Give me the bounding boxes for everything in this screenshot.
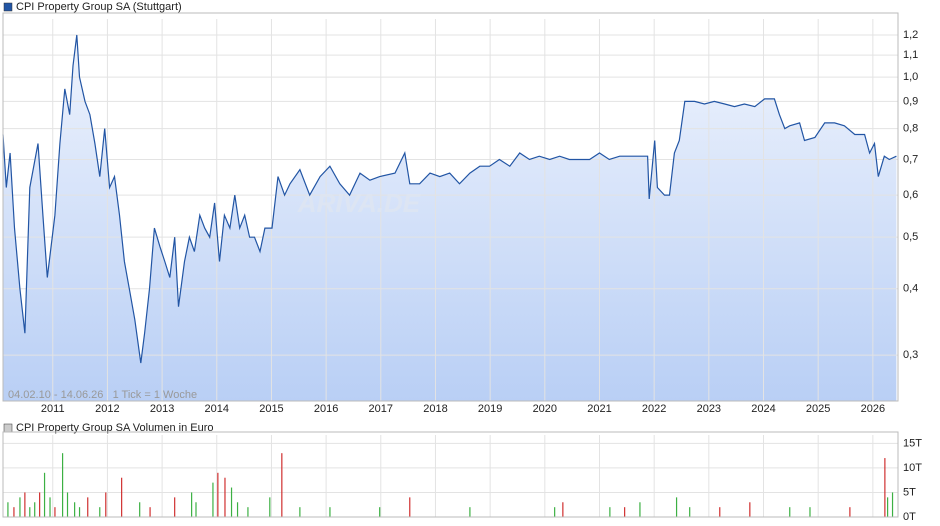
volume-bar bbox=[269, 497, 271, 517]
x-tick-label: 2015 bbox=[259, 403, 283, 415]
volume-bar bbox=[105, 492, 107, 517]
volume-bar bbox=[43, 472, 46, 517]
volume-bar bbox=[87, 497, 89, 517]
volume-bar bbox=[887, 497, 889, 517]
volume-bar bbox=[39, 492, 41, 517]
y-tick-label: 10T bbox=[903, 462, 922, 474]
y-tick-label: 0,9 bbox=[903, 95, 918, 107]
legend-swatch bbox=[3, 2, 13, 12]
volume-bar bbox=[121, 477, 123, 517]
volume-bar bbox=[54, 507, 56, 517]
y-tick-label: 1,0 bbox=[903, 71, 918, 83]
volume-bar bbox=[236, 502, 239, 517]
x-tick-label: 2019 bbox=[478, 403, 502, 415]
volume-bar bbox=[849, 507, 851, 517]
watermark: ARIVA.DE bbox=[297, 188, 421, 218]
volume-bar bbox=[224, 477, 226, 517]
volume-bar bbox=[689, 507, 691, 517]
volume-bar bbox=[891, 492, 894, 517]
volume-bar bbox=[61, 453, 64, 517]
volume-bar bbox=[66, 492, 69, 517]
volume-bar bbox=[217, 472, 219, 517]
x-tick-label: 2025 bbox=[806, 403, 830, 415]
y-tick-label: 5T bbox=[903, 486, 916, 498]
x-tick-label: 2026 bbox=[861, 403, 885, 415]
volume-bar bbox=[191, 492, 193, 517]
x-tick-label: 2023 bbox=[697, 403, 721, 415]
volume-bar bbox=[247, 507, 249, 517]
x-tick-label: 2016 bbox=[314, 403, 338, 415]
y-tick-label: 0,8 bbox=[903, 123, 918, 135]
y-tick-label: 0,7 bbox=[903, 153, 918, 165]
volume-bar bbox=[174, 497, 176, 517]
volume-bar bbox=[34, 502, 36, 517]
price-panel: 0,3 0,4 0,5 0,6 0,7 0,8 0,9 1,0 1,1 1,2 2011 2012 20… bbox=[2, 12, 918, 415]
volume-bar bbox=[675, 497, 678, 517]
y-tick-label: 15T bbox=[903, 437, 922, 449]
volume-bar bbox=[74, 502, 76, 517]
x-tick-label: 2014 bbox=[205, 403, 229, 415]
volume-bar bbox=[99, 507, 101, 517]
volume-bar bbox=[24, 492, 26, 517]
y-tick-label: 1,2 bbox=[903, 29, 918, 41]
legend-swatch bbox=[3, 423, 13, 433]
range-note: 04.02.10 - 14.06.26 1 Tick = 1 Woche bbox=[8, 389, 197, 401]
volume-bar bbox=[639, 502, 641, 517]
x-tick-label: 2017 bbox=[369, 403, 393, 415]
y-tick-label: 0,4 bbox=[903, 283, 918, 295]
chart-title: CPI Property Group SA (Stuttgart) bbox=[16, 1, 182, 13]
volume-bar bbox=[409, 497, 411, 517]
x-tick-label: 2022 bbox=[642, 403, 666, 415]
volume-bar bbox=[624, 507, 626, 517]
volume-bar bbox=[469, 507, 471, 517]
volume-bar bbox=[29, 507, 31, 517]
volume-bar bbox=[195, 502, 197, 517]
volume-bar bbox=[149, 507, 151, 517]
volume-bar bbox=[562, 502, 564, 517]
x-tick-label: 2018 bbox=[423, 403, 447, 415]
volume-bar bbox=[554, 507, 556, 517]
price-line bbox=[2, 34, 897, 364]
volume-bar bbox=[809, 507, 811, 517]
volume-bar bbox=[609, 507, 611, 517]
plot-frame bbox=[2, 431, 899, 518]
volume-bar bbox=[789, 507, 791, 517]
volume-bar bbox=[230, 487, 233, 517]
y-tick-label: 0,6 bbox=[903, 189, 918, 201]
x-tick-label: 2012 bbox=[95, 403, 119, 415]
plot-frame bbox=[2, 12, 899, 402]
volume-bar bbox=[299, 507, 301, 517]
volume-bar bbox=[7, 502, 9, 517]
x-tick-label: 2024 bbox=[751, 403, 775, 415]
volume-panel: 0T 5T 10T 15T bbox=[2, 431, 922, 523]
x-tick-label: 2021 bbox=[587, 403, 611, 415]
y-tick-label: 1,1 bbox=[903, 49, 918, 61]
x-tick-label: 2013 bbox=[150, 403, 174, 415]
volume-bar bbox=[281, 453, 283, 517]
volume-bar bbox=[749, 502, 751, 517]
x-tick-label: 2020 bbox=[533, 403, 557, 415]
volume-bar bbox=[49, 497, 51, 517]
volume-title: CPI Property Group SA Volumen in Euro bbox=[16, 422, 214, 434]
volume-bar bbox=[212, 482, 214, 517]
volume-bar bbox=[78, 507, 81, 517]
volume-bar bbox=[379, 507, 381, 517]
price-area bbox=[3, 35, 897, 401]
y-tick-label: 0T bbox=[903, 511, 916, 523]
y-tick-label: 0,5 bbox=[903, 231, 918, 243]
x-tick-label: 2011 bbox=[41, 403, 65, 415]
volume-bar bbox=[884, 458, 886, 517]
volume-bar bbox=[19, 497, 21, 517]
volume-bar bbox=[13, 507, 15, 517]
volume-bar bbox=[719, 507, 721, 517]
y-tick-label: 0,3 bbox=[903, 349, 918, 361]
volume-bar bbox=[139, 502, 141, 517]
volume-bar bbox=[329, 507, 331, 517]
